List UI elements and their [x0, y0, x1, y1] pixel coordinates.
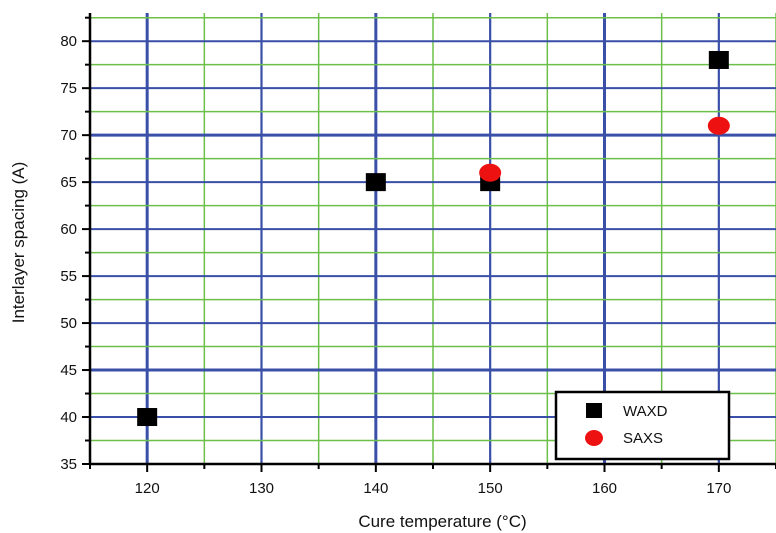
data-point-waxd	[137, 408, 158, 427]
legend-label-waxd: WAXD	[623, 403, 668, 420]
y-tick-label: 70	[60, 127, 77, 144]
x-tick-label: 120	[135, 480, 160, 497]
data-points	[137, 50, 730, 427]
y-tick-label: 35	[60, 456, 77, 473]
y-tick-label: 55	[60, 268, 77, 285]
legend-marker-saxs	[585, 430, 603, 446]
y-tick-label: 80	[60, 33, 77, 50]
legend-marker-waxd	[586, 403, 602, 418]
legend-label-saxs: SAXS	[623, 430, 663, 447]
data-point-saxs	[479, 163, 502, 182]
axes	[82, 13, 776, 472]
y-tick-label: 40	[60, 409, 77, 426]
x-axis-title: Cure temperature (°C)	[358, 512, 526, 531]
y-tick-label: 75	[60, 80, 77, 97]
legend: WAXD SAXS	[554, 390, 731, 461]
legend-box	[554, 390, 731, 461]
x-tick-label: 130	[249, 480, 274, 497]
x-tick-label: 160	[592, 480, 617, 497]
data-point-waxd	[365, 173, 386, 192]
y-tick-label: 50	[60, 315, 77, 332]
y-axis-title: Interlayer spacing (A)	[9, 162, 28, 324]
y-tick-label: 45	[60, 362, 77, 379]
data-point-waxd	[708, 50, 729, 69]
x-tick-label: 150	[478, 480, 503, 497]
x-tick-label: 170	[706, 480, 731, 497]
data-point-saxs	[707, 116, 730, 135]
y-tick-label: 60	[60, 221, 77, 238]
x-tick-label: 140	[363, 480, 388, 497]
tick-labels: 35 40 45 50 55 60 65 70 75 80 120 130 140 150 160 170	[60, 33, 731, 497]
y-tick-label: 65	[60, 174, 77, 191]
